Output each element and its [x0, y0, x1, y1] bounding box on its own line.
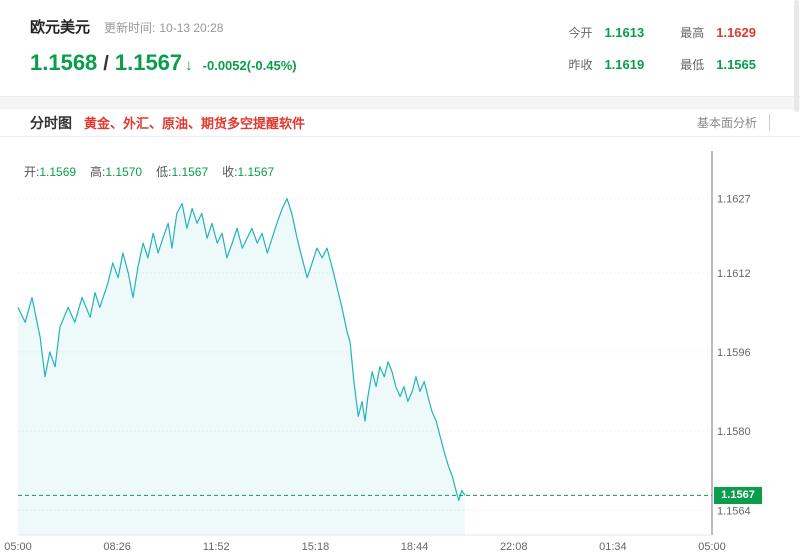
chart-area: 开:1.1569 高:1.1570 低:1.1567 收:1.1567 1.16… [0, 137, 800, 556]
stat-high-label: 最高 [680, 26, 705, 40]
current-price-badge: 1.1567 [714, 486, 762, 504]
svg-text:1.1580: 1.1580 [717, 426, 751, 438]
update-time-value: 10-13 20:28 [159, 21, 224, 35]
title-row: 欧元美元 更新时间: 10-13 20:28 [30, 16, 800, 37]
chart-tabbar: 分时图 黄金、外汇、原油、期货多空提醒软件 基本面分析 [0, 109, 800, 137]
ask-price: 1.1567 [114, 50, 183, 75]
quote-header: 欧元美元 更新时间: 10-13 20:28 1.1568 / 1.1567 ↓ … [0, 0, 800, 96]
svg-text:05:00: 05:00 [4, 541, 32, 553]
stat-open-label: 今开 [568, 26, 593, 40]
stat-prevclose-label: 昨收 [568, 58, 593, 72]
price-row: 1.1568 / 1.1567 ↓ -0.0052(-0.45%) [30, 50, 800, 76]
update-time: 更新时间: 10-13 20:28 [104, 19, 227, 36]
svg-text:1.1612: 1.1612 [717, 268, 751, 280]
promo-link[interactable]: 黄金、外汇、原油、期货多空提醒软件 [84, 116, 306, 131]
stat-low-label: 最低 [680, 58, 705, 72]
legend-low: 低:1.1567 [156, 165, 209, 179]
svg-text:05:00: 05:00 [698, 541, 726, 553]
daily-stats: 今开 1.1613 最高 1.1629 昨收 1.1619 最低 1.1565 [568, 24, 756, 73]
svg-text:1.1564: 1.1564 [717, 505, 751, 517]
bid-price: 1.1568 [30, 50, 98, 75]
svg-text:1.1596: 1.1596 [717, 347, 751, 359]
svg-text:08:26: 08:26 [103, 541, 131, 553]
svg-text:18:44: 18:44 [401, 541, 429, 553]
section-divider [0, 96, 800, 109]
tab-intraday[interactable]: 分时图 [30, 114, 72, 131]
svg-text:22:08: 22:08 [500, 541, 528, 553]
legend-open: 开:1.1569 [24, 165, 77, 179]
page-scrollbar[interactable] [794, 0, 799, 112]
legend-close: 收:1.1567 [222, 165, 275, 179]
svg-text:1.1627: 1.1627 [717, 194, 751, 206]
stat-high-value: 1.1629 [716, 25, 756, 40]
intraday-price-chart[interactable]: 1.1627 1.1612 1.1596 1.1580 1.1564 05:00 08:26… [0, 137, 800, 556]
svg-text:15:18: 15:18 [302, 541, 330, 553]
svg-text:11:52: 11:52 [203, 541, 230, 553]
fundamental-analysis-link[interactable]: 基本面分析 [697, 114, 770, 131]
ohlc-legend: 开:1.1569 高:1.1570 低:1.1567 收:1.1567 [24, 163, 274, 180]
update-time-label: 更新时间: [104, 21, 156, 35]
stat-open-value: 1.1613 [604, 25, 645, 40]
down-arrow-icon: ↓ [185, 57, 193, 74]
stat-prevclose-value: 1.1619 [604, 57, 645, 72]
svg-text:01:34: 01:34 [599, 541, 627, 553]
symbol-title: 欧元美元 [30, 19, 91, 36]
price-change: -0.0052(-0.45%) [202, 58, 297, 73]
legend-high: 高:1.1570 [90, 165, 143, 179]
stat-low-value: 1.1565 [716, 57, 756, 72]
price-separator: / [103, 53, 109, 75]
